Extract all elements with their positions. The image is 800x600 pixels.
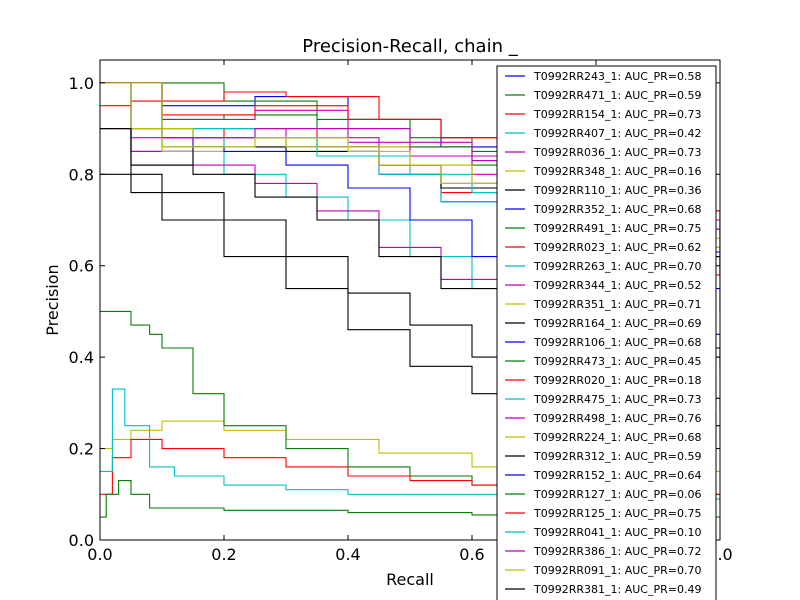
legend-entry: T0992RR407_1: AUC_PR=0.42 — [533, 127, 701, 140]
legend: T0992RR243_1: AUC_PR=0.58 T0992RR471_1: A… — [496, 65, 717, 600]
legend-entry: T0992RR344_1: AUC_PR=0.52 — [533, 279, 701, 292]
x-tick-label: 0.0 — [87, 545, 112, 564]
legend-entry: T0992RR381_1: AUC_PR=0.49 — [533, 583, 701, 596]
legend-entry: T0992RR106_1: AUC_PR=0.68 — [533, 336, 701, 349]
legend-entry: T0992RR020_1: AUC_PR=0.18 — [533, 374, 701, 387]
y-tick-label: 1.0 — [69, 74, 94, 93]
legend-entry: T0992RR041_1: AUC_PR=0.10 — [533, 526, 701, 539]
x-tick-label: 0.2 — [211, 545, 236, 564]
legend-entry: T0992RR243_1: AUC_PR=0.58 — [533, 70, 701, 83]
legend-entry: T0992RR110_1: AUC_PR=0.36 — [533, 184, 701, 197]
legend-entry: T0992RR386_1: AUC_PR=0.72 — [533, 545, 701, 558]
legend-entry: T0992RR471_1: AUC_PR=0.59 — [533, 89, 701, 102]
legend-entry: T0992RR224_1: AUC_PR=0.68 — [533, 431, 701, 444]
legend-entry: T0992RR091_1: AUC_PR=0.70 — [533, 564, 701, 577]
legend-entry: T0992RR498_1: AUC_PR=0.76 — [533, 412, 701, 425]
legend-entry: T0992RR152_1: AUC_PR=0.64 — [533, 469, 701, 482]
y-tick-label: 0.6 — [69, 257, 94, 276]
x-tick-label: 0.6 — [459, 545, 484, 564]
plot-frame — [99, 59, 721, 541]
legend-entry: T0992RR473_1: AUC_PR=0.45 — [533, 355, 701, 368]
y-tick-label: 0.8 — [69, 165, 94, 184]
x-axis-label: Recall — [386, 570, 434, 589]
legend-entry: T0992RR125_1: AUC_PR=0.75 — [533, 507, 701, 520]
y-axis-label: Precision — [43, 264, 62, 335]
legend-entry: T0992RR023_1: AUC_PR=0.62 — [533, 241, 701, 254]
legend-entry: T0992RR351_1: AUC_PR=0.71 — [533, 298, 701, 311]
legend-entry: T0992RR154_1: AUC_PR=0.73 — [533, 108, 701, 121]
y-tick-label: 0.4 — [69, 348, 94, 367]
legend-entry: T0992RR127_1: AUC_PR=0.06 — [533, 488, 701, 501]
legend-entry: T0992RR164_1: AUC_PR=0.69 — [533, 317, 701, 330]
legend-entry: T0992RR312_1: AUC_PR=0.59 — [533, 450, 701, 463]
legend-entry: T0992RR263_1: AUC_PR=0.70 — [533, 260, 701, 273]
legend-entry: T0992RR352_1: AUC_PR=0.68 — [533, 203, 701, 216]
legend-entry: T0992RR036_1: AUC_PR=0.73 — [533, 146, 701, 159]
chart-title: Precision-Recall, chain _ — [302, 36, 518, 57]
y-tick-label: 0.2 — [69, 440, 94, 459]
x-tick-label: 0.4 — [335, 545, 360, 564]
legend-entry: T0992RR348_1: AUC_PR=0.16 — [533, 165, 701, 178]
legend-entry: T0992RR475_1: AUC_PR=0.73 — [533, 393, 701, 406]
legend-entry: T0992RR491_1: AUC_PR=0.75 — [533, 222, 701, 235]
y-tick-label: 0.0 — [69, 531, 94, 550]
legend-box — [496, 65, 717, 600]
